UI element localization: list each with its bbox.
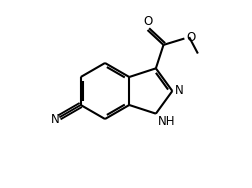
Text: O: O <box>186 31 196 44</box>
Text: NH: NH <box>158 115 175 128</box>
Text: N: N <box>51 113 60 126</box>
Text: O: O <box>143 15 152 28</box>
Text: N: N <box>175 83 184 96</box>
